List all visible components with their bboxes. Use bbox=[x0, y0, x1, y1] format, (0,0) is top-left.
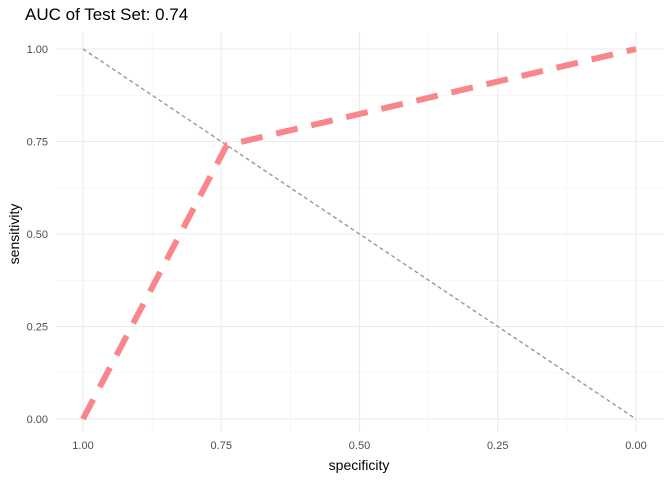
x-tick-label: 1.00 bbox=[72, 440, 93, 452]
y-tick-label: 0.25 bbox=[27, 322, 48, 334]
x-tick-label: 0.00 bbox=[625, 440, 646, 452]
x-tick-label: 0.25 bbox=[487, 440, 508, 452]
y-axis-ticks: 0.00 0.25 0.50 0.75 1.00 bbox=[27, 44, 48, 426]
y-tick-label: 1.00 bbox=[27, 44, 48, 56]
x-axis-ticks: 1.00 0.75 0.50 0.25 0.00 bbox=[72, 440, 646, 452]
y-tick-label: 0.50 bbox=[27, 229, 48, 241]
x-axis-title: specificity bbox=[329, 457, 390, 473]
roc-curve-line bbox=[80, 46, 637, 421]
y-tick-label: 0.75 bbox=[27, 137, 48, 149]
chart-title: AUC of Test Set: 0.74 bbox=[25, 5, 188, 24]
x-tick-label: 0.50 bbox=[349, 440, 370, 452]
y-tick-label: 0.00 bbox=[27, 414, 48, 426]
series-layer bbox=[80, 46, 637, 421]
reference-diagonal-line bbox=[82, 48, 637, 420]
y-axis-title: sensitivity bbox=[6, 204, 22, 265]
x-tick-label: 0.75 bbox=[211, 440, 232, 452]
